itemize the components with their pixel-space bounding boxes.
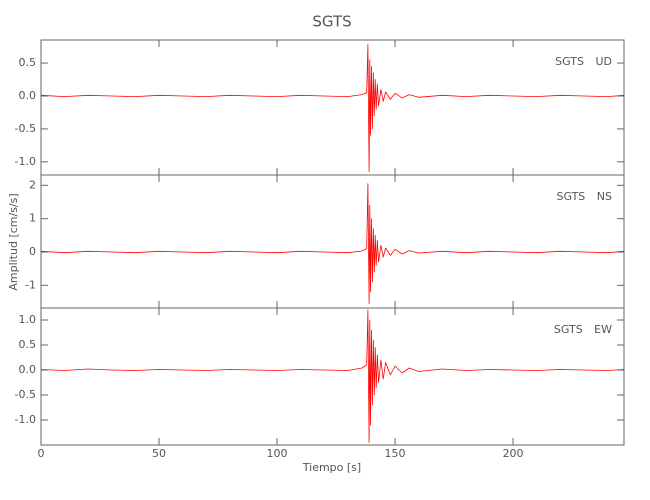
trace xyxy=(40,44,625,173)
y-tick-label: 0.5 xyxy=(19,56,37,69)
panel-frame xyxy=(40,39,625,176)
y-tick-label: -1.0 xyxy=(15,413,36,426)
x-tick-label: 100 xyxy=(267,447,288,460)
panel-label: SGTS NS xyxy=(556,190,612,203)
y-tick-label: -1 xyxy=(25,278,36,291)
trace xyxy=(40,309,625,443)
x-tick-label: 200 xyxy=(503,447,524,460)
y-tick-label: -0.5 xyxy=(15,388,36,401)
y-tick-label: -1.0 xyxy=(15,155,36,168)
y-tick-label: 2 xyxy=(29,178,36,191)
panel-frame xyxy=(40,307,625,446)
x-tick-label: 50 xyxy=(152,447,166,460)
y-axis-label: Amplitud [cm/s/s] xyxy=(7,193,20,290)
trace xyxy=(40,183,625,305)
chart-title: SGTS xyxy=(312,13,351,31)
y-tick-label: 0.0 xyxy=(19,363,37,376)
panel-label: SGTS UD xyxy=(555,55,612,68)
y-tick-label: 0 xyxy=(29,245,36,258)
x-tick-label: 150 xyxy=(385,447,406,460)
y-tick-label: 1.0 xyxy=(19,313,37,326)
y-tick-label: 0.0 xyxy=(19,89,37,102)
y-tick-label: 0.5 xyxy=(19,338,37,351)
y-tick-label: -0.5 xyxy=(15,122,36,135)
panel-frame xyxy=(40,174,625,309)
x-tick-label: 0 xyxy=(38,447,45,460)
panel-label: SGTS EW xyxy=(554,323,612,336)
x-axis-label: Tiempo [s] xyxy=(302,461,361,474)
y-tick-label: 1 xyxy=(29,212,36,225)
